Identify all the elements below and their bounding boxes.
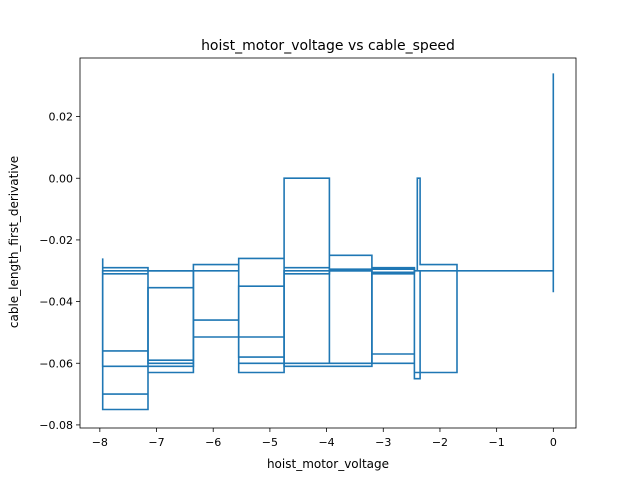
x-tick-label: −5 [262,436,278,449]
x-axis-label: hoist_motor_voltage [267,457,389,471]
x-tick-label: −7 [148,436,164,449]
x-tick-label: −4 [318,436,334,449]
plot-lines [101,73,555,411]
y-axis-ticks: −0.08 −0.06 −0.04 −0.02 0.00 0.02 [39,111,80,432]
y-tick-label: −0.02 [39,234,73,247]
chart-title: hoist_motor_voltage vs cable_speed [201,38,455,54]
y-tick-label: 0.02 [49,111,74,124]
axes-frame [79,57,577,429]
y-axis-label: cable_length_first_derivative [7,156,21,328]
y-tick-label: −0.08 [39,419,73,432]
y-tick-label: −0.06 [39,357,73,370]
x-tick-label: −8 [92,436,108,449]
x-tick-label: −1 [489,436,505,449]
x-tick-label: −6 [205,436,221,449]
y-tick-label: −0.04 [39,296,73,309]
data-series-line-2 [101,268,416,368]
x-axis-ticks: −8 −7 −6 −5 −4 −3 −2 −1 0 [92,428,557,449]
x-tick-label: −3 [375,436,391,449]
x-tick-label: −2 [432,436,448,449]
x-tick-label: 0 [550,436,557,449]
y-tick-label: 0.00 [49,172,74,185]
